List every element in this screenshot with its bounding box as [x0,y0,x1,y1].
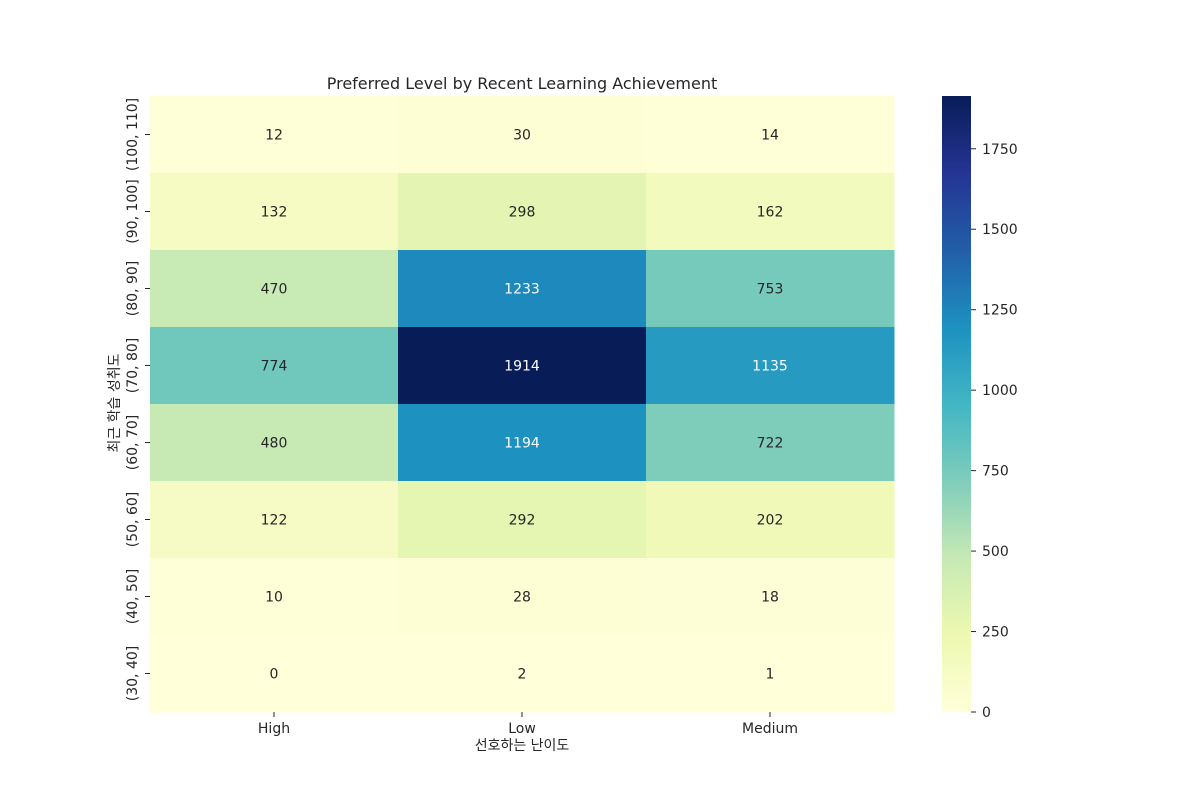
y-axis: (100, 110] (90, 100] (80, 90] (70, 80] (60, … [125,98,150,701]
cell-value-label: 0 [270,667,279,683]
cell-value-label: 122 [261,513,288,529]
cell-value-label: 1233 [504,282,540,298]
cell-value-label: 202 [757,513,784,529]
heatmap-cell [150,173,399,251]
heatmap-cell [398,250,647,328]
cell-value-label: 753 [757,282,784,298]
y-tick-label: (60, 70] [125,415,141,470]
heatmap-cell [646,96,895,174]
x-tick-label: Medium [742,721,798,737]
cell-value-label: 292 [509,513,536,529]
cell-value-label: 28 [513,590,531,606]
heatmap-cell [398,404,647,482]
cell-value-label: 162 [757,205,784,221]
colorbar-tick-label: 250 [982,625,1009,641]
x-tick-label: High [258,721,290,737]
cell-value-label: 1194 [504,436,540,452]
heatmap-cell [150,250,399,328]
cell-value-label: 774 [261,359,288,375]
cell-value-label: 18 [761,590,779,606]
heatmap-cell [398,481,647,559]
cell-value-label: 1 [766,667,775,683]
cell-value-label: 1914 [504,359,540,375]
heatmap-cell [150,327,399,405]
cell-value-label: 470 [261,282,288,298]
colorbar-tick-label: 1750 [982,142,1018,158]
colorbar-tick-label: 1500 [982,222,1018,238]
heatmap-cell [398,96,647,174]
chart-title: Preferred Level by Recent Learning Achie… [327,74,718,93]
cell-value-label: 1135 [752,359,788,375]
heatmap-cell [646,250,895,328]
cell-value-label: 10 [265,590,283,606]
heatmap-cell [150,481,399,559]
colorbar-tick-label: 1250 [982,303,1018,319]
x-axis: High Low Medium [258,712,798,737]
x-tick-label: Low [508,721,536,737]
heatmap-cell [646,558,895,636]
colorbar-tick-label: 750 [982,464,1009,480]
y-axis-label: 최근 학습 성취도 [107,353,123,452]
colorbar-tick-label: 500 [982,544,1009,560]
heatmap-cell [646,481,895,559]
heatmap-cell [398,327,647,405]
cell-value-label: 480 [261,436,288,452]
cell-value-label: 722 [757,436,784,452]
y-tick-label: (70, 80] [125,338,141,393]
y-tick-label: (50, 60] [125,492,141,547]
heatmap-cell [646,327,895,405]
heatmap-cell [150,404,399,482]
heatmap-cell [150,558,399,636]
colorbar-axis: 0 250 500 750 1000 1250 1500 1750 [971,142,1018,721]
cell-value-label: 14 [761,128,779,144]
heatmap-cell [150,96,399,174]
y-tick-label: (100, 110] [125,98,141,171]
heatmap-cell [646,404,895,482]
heatmap-cell [646,635,895,713]
cell-value-label: 132 [261,205,288,221]
heatmap-cell [398,635,647,713]
y-tick-label: (80, 90] [125,261,141,316]
y-tick-label: (40, 50] [125,569,141,624]
cell-value-label: 2 [518,667,527,683]
colorbar-tick-label: 1000 [982,383,1018,399]
heatmap-cell [398,558,647,636]
cell-value-label: 298 [509,205,536,221]
x-axis-label: 선호하는 난이도 [475,738,570,754]
y-tick-label: (30, 40] [125,646,141,701]
heatmap-cell [398,173,647,251]
colorbar [942,96,971,712]
y-tick-label: (90, 100] [125,179,141,243]
colorbar-tick-label: 0 [982,705,991,721]
cell-value-label: 12 [265,128,283,144]
heatmap-cell [150,635,399,713]
heatmap-cell [646,173,895,251]
cell-value-label: 30 [513,128,531,144]
